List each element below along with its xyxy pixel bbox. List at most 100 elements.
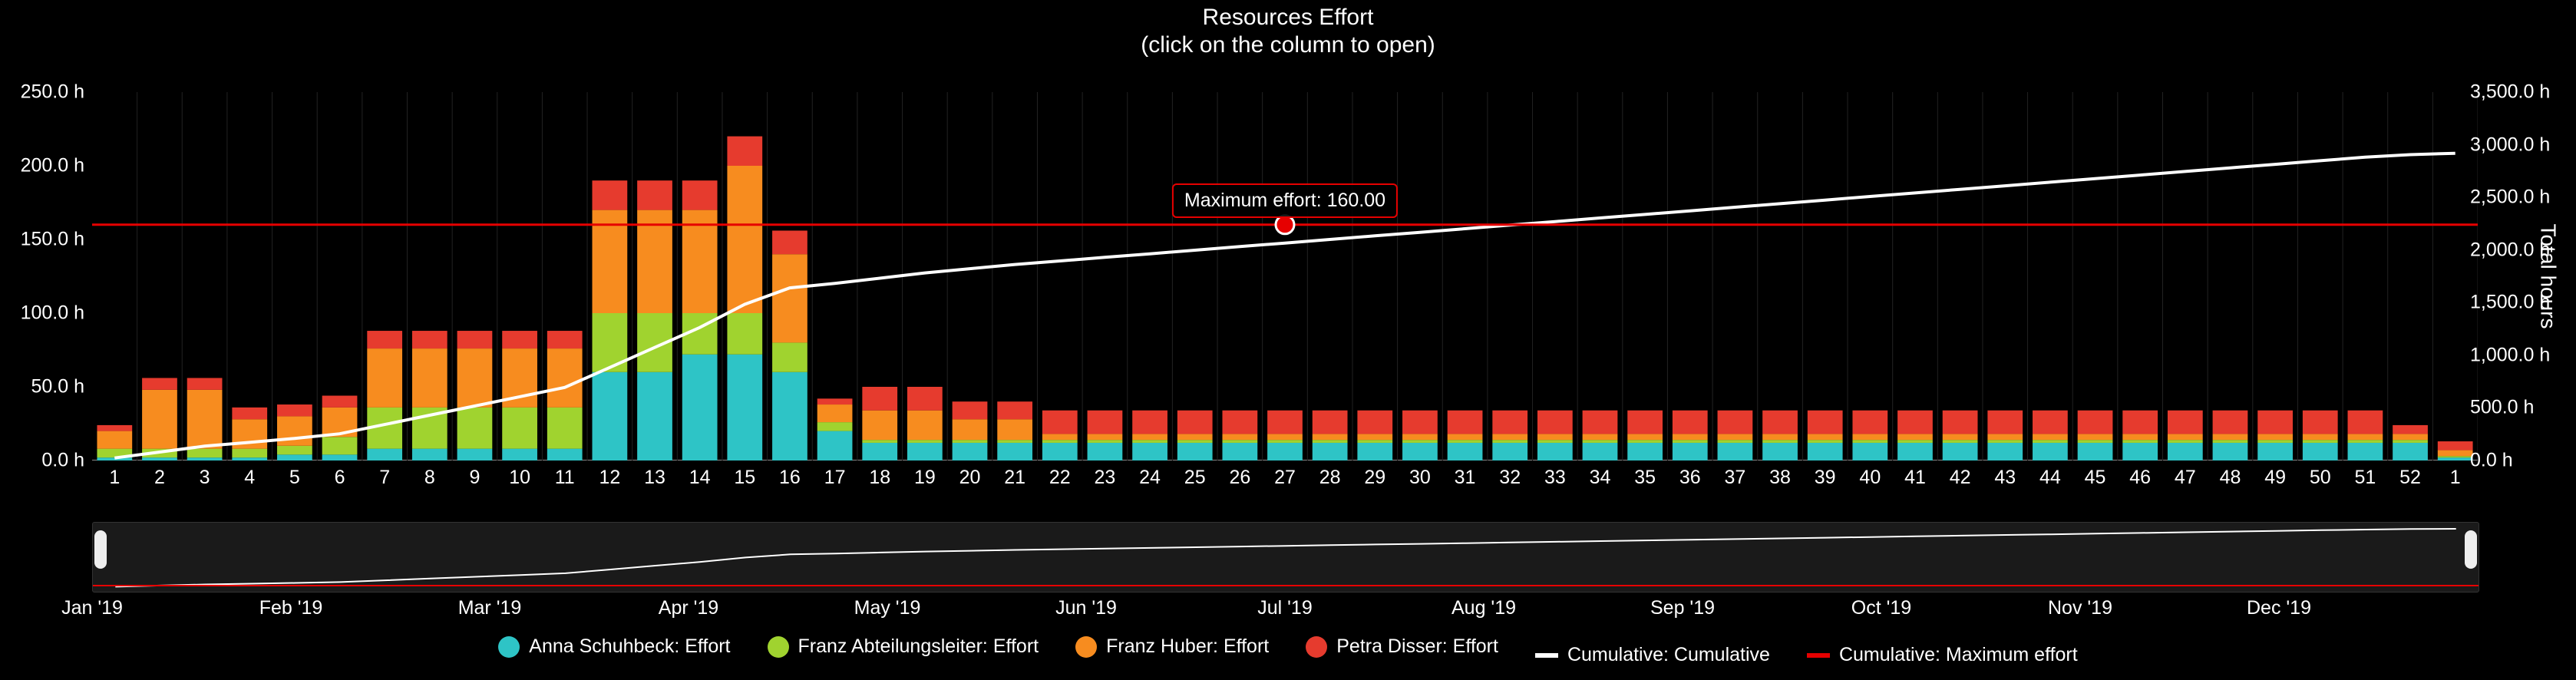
bar-anna (187, 457, 223, 460)
navigator-month: Jul '19 (1257, 597, 1312, 619)
bar-anna (1357, 443, 1392, 460)
bar-franz_h (1222, 434, 1257, 440)
bar-petra (593, 180, 628, 210)
legend-item-franz_h[interactable]: Franz Huber: Effort (1075, 635, 1269, 658)
bar-petra (1897, 411, 1933, 434)
legend-swatch (1306, 636, 1327, 658)
bar-anna (1673, 443, 1708, 460)
bar-petra (2438, 441, 2473, 451)
bar-petra (2348, 411, 2383, 434)
bar-franz_a (1357, 440, 1392, 443)
bar-petra (1537, 411, 1573, 434)
legend-item-max_effort[interactable]: Cumulative: Maximum effort (1807, 644, 2078, 666)
x-tick: 5 (289, 467, 300, 489)
legend-label: Anna Schuhbeck: Effort (529, 635, 730, 658)
bar-franz_h (2303, 434, 2338, 440)
bar-franz_h (1583, 434, 1618, 440)
bar-franz_a (1987, 440, 2023, 443)
bar-anna (1448, 443, 1483, 460)
bar-anna (277, 454, 312, 460)
y-right-tick: 2,500.0 h (2470, 187, 2550, 209)
bar-franz_h (2168, 434, 2203, 440)
bar-petra (1267, 411, 1303, 434)
bar-franz_a (1222, 440, 1257, 443)
bar-anna (2348, 443, 2383, 460)
x-tick: 39 (1815, 467, 1836, 489)
x-tick: 36 (1679, 467, 1701, 489)
x-tick: 6 (335, 467, 345, 489)
bar-anna (1267, 443, 1303, 460)
bar-franz_a (1088, 440, 1123, 443)
navigator-month: Aug '19 (1451, 597, 1516, 619)
bar-franz_h (2213, 434, 2248, 440)
bar-petra (1852, 411, 1887, 434)
x-tick: 51 (2354, 467, 2376, 489)
bar-anna (142, 457, 177, 460)
bar-petra (1088, 411, 1123, 434)
navigator-month: Jun '19 (1055, 597, 1117, 619)
bar-anna (2257, 443, 2293, 460)
x-tick: 17 (824, 467, 846, 489)
bar-franz_h (1718, 434, 1753, 440)
bar-franz_a (2393, 440, 2428, 443)
bar-franz_h (1267, 434, 1303, 440)
bar-franz_a (1673, 440, 1708, 443)
x-tick: 18 (869, 467, 890, 489)
bar-petra (1042, 411, 1078, 434)
x-tick: 12 (599, 467, 620, 489)
plot-area[interactable]: Maximum effort: 160.00 (92, 92, 2478, 460)
legend-item-anna[interactable]: Anna Schuhbeck: Effort (498, 635, 730, 658)
bar-franz_a (1718, 440, 1753, 443)
bar-anna (502, 449, 537, 460)
bar-franz_a (2213, 440, 2248, 443)
legend-item-petra[interactable]: Petra Disser: Effort (1306, 635, 1498, 658)
bar-franz_a (1943, 440, 1978, 443)
bar-anna (1088, 443, 1123, 460)
bar-anna (322, 454, 358, 460)
bar-franz_h (1357, 434, 1392, 440)
y-axis-right: Total hours 0.0 h500.0 h1,000.0 h1,500.0… (2470, 92, 2570, 460)
bar-franz_h (367, 348, 402, 408)
x-tick: 40 (1859, 467, 1881, 489)
bar-anna (953, 443, 988, 460)
legend-item-franz_a[interactable]: Franz Abteilungsleiter: Effort (768, 635, 1039, 658)
bar-anna (2078, 443, 2113, 460)
y-left-tick: 50.0 h (31, 376, 84, 398)
navigator-month: May '19 (854, 597, 921, 619)
bar-anna (2033, 443, 2068, 460)
bar-petra (187, 378, 223, 389)
bar-franz_h (1132, 434, 1167, 440)
bar-anna (1718, 443, 1753, 460)
bar-petra (232, 408, 267, 419)
navigator[interactable] (92, 522, 2479, 593)
resources-effort-chart: Resources Effort (click on the column to… (0, 0, 2576, 680)
x-tick: 52 (2399, 467, 2421, 489)
bar-petra (772, 230, 807, 254)
x-tick: 50 (2310, 467, 2331, 489)
bar-franz_a (1762, 440, 1798, 443)
x-tick: 9 (469, 467, 480, 489)
legend-item-cumulative[interactable]: Cumulative: Cumulative (1535, 644, 1770, 666)
x-tick: 33 (1544, 467, 1566, 489)
bar-franz_a (997, 440, 1032, 443)
bar-anna (1042, 443, 1078, 460)
bar-petra (1222, 411, 1257, 434)
bar-franz_h (817, 404, 853, 422)
bar-franz_a (953, 440, 988, 443)
legend-swatch (1075, 636, 1097, 658)
y-right-tick: 500.0 h (2470, 397, 2534, 419)
navigator-x-axis: Jan '19Feb '19Mar '19Apr '19May '19Jun '… (92, 597, 2478, 623)
bar-franz_h (1943, 434, 1978, 440)
bar-franz_a (2033, 440, 2068, 443)
bar-franz_h (187, 390, 223, 449)
bar-franz_a (817, 422, 853, 431)
y-left-tick: 100.0 h (21, 302, 84, 325)
bar-franz_a (322, 437, 358, 454)
bar-anna (1313, 443, 1348, 460)
x-tick: 34 (1590, 467, 1611, 489)
x-tick: 11 (555, 467, 575, 489)
bar-franz_a (1492, 440, 1527, 443)
bar-anna (682, 355, 718, 460)
bar-petra (1132, 411, 1167, 434)
bar-franz_h (997, 419, 1032, 440)
